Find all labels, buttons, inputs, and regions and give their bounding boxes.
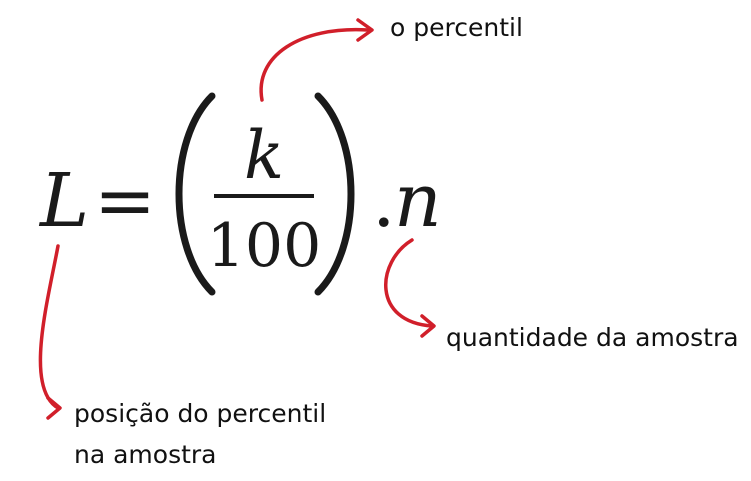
formula-numerator-k: k xyxy=(244,117,284,194)
formula-lhs-L: L xyxy=(38,158,89,244)
formula-denominator-100: 100 xyxy=(207,211,322,281)
left-parenthesis xyxy=(175,92,216,296)
annotation-percentile: o percentil xyxy=(390,13,523,42)
annotation-position-line2: na amostra xyxy=(74,440,217,469)
annotation-position-line1: posição do percentil xyxy=(74,399,326,428)
formula-dot-operator: . xyxy=(372,158,396,244)
formula-equals-sign: = xyxy=(94,158,156,244)
right-parenthesis xyxy=(314,92,355,296)
arrow-to-sample-size-label xyxy=(384,238,436,338)
formula: L = k 100 . n xyxy=(38,92,442,296)
arrow-to-position-label xyxy=(38,244,62,420)
formula-multiplier-n: n xyxy=(394,158,442,244)
arrow-to-percentile-label xyxy=(259,18,374,102)
annotation-sample-size: quantidade da amostra xyxy=(446,323,739,352)
